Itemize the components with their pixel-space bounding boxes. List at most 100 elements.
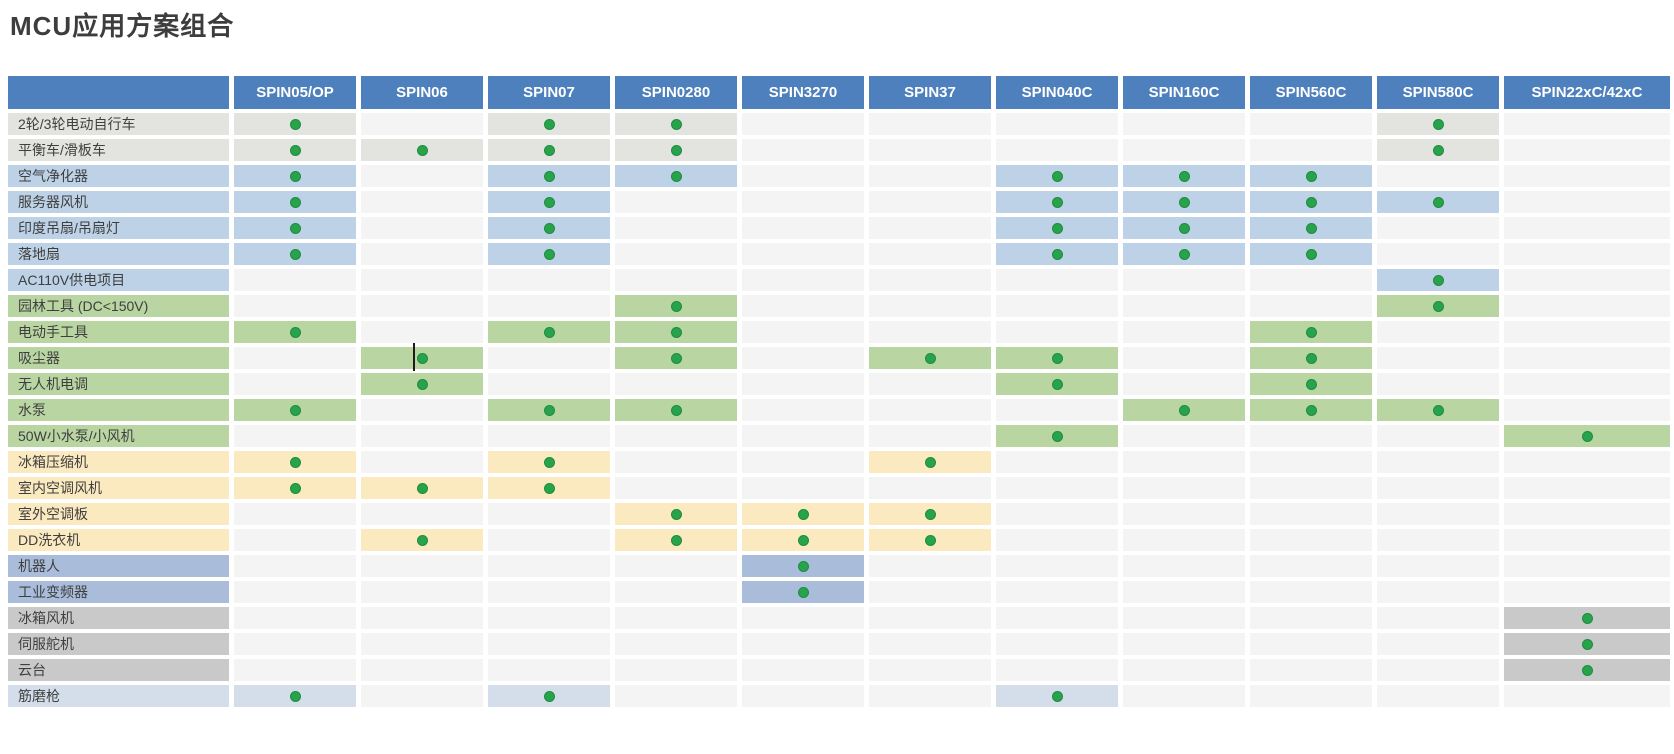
support-dot-icon xyxy=(416,482,428,494)
matrix-cell xyxy=(361,217,483,239)
matrix-cell xyxy=(742,321,864,343)
matrix-cell xyxy=(869,685,991,707)
row-label: 吸尘器 xyxy=(8,347,229,369)
support-dot-icon xyxy=(1581,664,1593,676)
matrix-cell xyxy=(1504,529,1670,551)
matrix-cell-supported xyxy=(234,685,356,707)
matrix-cell xyxy=(996,607,1118,629)
matrix-cell xyxy=(361,503,483,525)
matrix-cell-supported xyxy=(869,451,991,473)
matrix-cell xyxy=(1377,633,1499,655)
matrix-cell-supported xyxy=(615,295,737,317)
matrix-cell-supported xyxy=(615,139,737,161)
matrix-cell-supported xyxy=(996,425,1118,447)
matrix-cell-supported xyxy=(1123,399,1245,421)
matrix-cell-supported xyxy=(234,243,356,265)
matrix-cell xyxy=(361,399,483,421)
matrix-cell xyxy=(742,659,864,681)
matrix-cell-supported xyxy=(488,139,610,161)
matrix-cell xyxy=(1250,425,1372,447)
matrix-cell xyxy=(869,243,991,265)
support-dot-icon xyxy=(797,560,809,572)
matrix-cell xyxy=(1250,139,1372,161)
support-dot-icon xyxy=(1581,638,1593,650)
support-dot-icon xyxy=(1178,248,1190,260)
matrix-cell-supported xyxy=(1123,165,1245,187)
matrix-cell xyxy=(742,633,864,655)
support-dot-icon xyxy=(289,690,301,702)
matrix-cell-supported xyxy=(234,321,356,343)
row-label: DD洗衣机 xyxy=(8,529,229,551)
matrix-cell xyxy=(742,425,864,447)
matrix-cell xyxy=(742,217,864,239)
matrix-cell xyxy=(488,425,610,447)
matrix-cell-supported xyxy=(234,165,356,187)
matrix-cell-supported xyxy=(869,529,991,551)
matrix-cell xyxy=(615,451,737,473)
matrix-cell xyxy=(488,295,610,317)
matrix-cell-supported xyxy=(361,529,483,551)
matrix-cell xyxy=(1377,477,1499,499)
matrix-cell xyxy=(1123,425,1245,447)
matrix-cell xyxy=(869,555,991,577)
support-dot-icon xyxy=(1051,430,1063,442)
matrix-cell xyxy=(869,581,991,603)
support-dot-icon xyxy=(1432,404,1444,416)
matrix-cell xyxy=(742,139,864,161)
support-dot-icon xyxy=(797,586,809,598)
matrix-cell xyxy=(234,347,356,369)
matrix-cell-supported xyxy=(742,529,864,551)
matrix-cell-supported xyxy=(1250,243,1372,265)
matrix-cell xyxy=(1123,659,1245,681)
matrix-cell xyxy=(615,685,737,707)
support-dot-icon xyxy=(543,248,555,260)
matrix-cell xyxy=(1504,399,1670,421)
matrix-cell xyxy=(1504,347,1670,369)
matrix-cell xyxy=(615,477,737,499)
matrix-cell xyxy=(234,555,356,577)
support-dot-icon xyxy=(1432,300,1444,312)
matrix-cell xyxy=(1250,555,1372,577)
matrix-cell xyxy=(615,217,737,239)
page-title: MCU应用方案组合 xyxy=(10,11,235,41)
text-cursor-artifact xyxy=(413,343,415,371)
matrix-cell-supported xyxy=(1377,113,1499,135)
matrix-cell xyxy=(361,425,483,447)
matrix-cell-supported xyxy=(234,477,356,499)
matrix-cell xyxy=(869,399,991,421)
matrix-cell xyxy=(742,477,864,499)
matrix-cell-supported xyxy=(996,347,1118,369)
matrix-cell xyxy=(615,633,737,655)
support-dot-icon xyxy=(1178,222,1190,234)
matrix-cell-supported xyxy=(1123,217,1245,239)
matrix-cell xyxy=(869,217,991,239)
matrix-cell xyxy=(1377,607,1499,629)
support-dot-icon xyxy=(543,222,555,234)
support-dot-icon xyxy=(543,196,555,208)
matrix-cell-supported xyxy=(615,347,737,369)
matrix-cell xyxy=(615,191,737,213)
matrix-cell xyxy=(615,269,737,291)
row-label: 无人机电调 xyxy=(8,373,229,395)
matrix-cell-supported xyxy=(488,217,610,239)
matrix-cell xyxy=(742,113,864,135)
matrix-cell xyxy=(615,425,737,447)
row-label: 空气净化器 xyxy=(8,165,229,187)
matrix-cell-supported xyxy=(361,343,483,371)
support-dot-icon xyxy=(670,534,682,546)
matrix-cell xyxy=(996,269,1118,291)
row-label: 工业变频器 xyxy=(8,581,229,603)
matrix-cell xyxy=(1504,113,1670,135)
matrix-cell xyxy=(488,529,610,551)
matrix-cell xyxy=(615,607,737,629)
support-dot-icon xyxy=(924,508,936,520)
matrix-cell-supported xyxy=(1504,659,1670,681)
matrix-cell-supported xyxy=(1250,347,1372,369)
support-dot-icon xyxy=(543,326,555,338)
matrix-cell-supported xyxy=(1377,399,1499,421)
matrix-cell xyxy=(1250,295,1372,317)
support-dot-icon xyxy=(289,118,301,130)
support-dot-icon xyxy=(1305,378,1317,390)
support-dot-icon xyxy=(670,300,682,312)
column-header: SPIN0280 xyxy=(615,76,737,109)
